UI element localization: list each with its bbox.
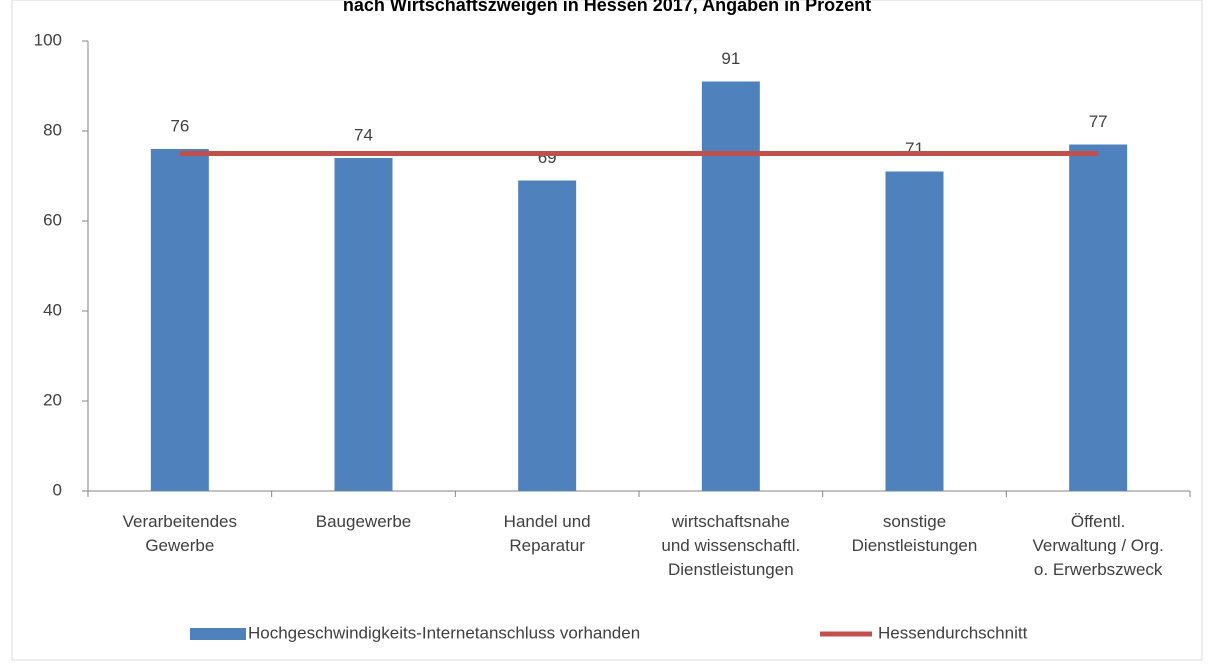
- data-label: 91: [721, 49, 740, 68]
- y-tick-label: 60: [43, 210, 62, 229]
- data-label: 74: [354, 125, 373, 144]
- data-label: 77: [1089, 112, 1108, 131]
- legend-label: Hessendurchschnitt: [878, 623, 1028, 642]
- x-tick-label: Handel und Reparatur: [504, 512, 591, 555]
- y-tick-label: 80: [43, 120, 62, 139]
- bar: [150, 149, 209, 491]
- x-tick-label: Baugewerbe: [316, 512, 411, 531]
- x-tick-label: Verarbeitendes Gewerbe: [123, 512, 237, 555]
- x-tick-label: sonstige Dienstleistungen: [852, 512, 978, 555]
- bar: [518, 180, 577, 491]
- y-tick-label: 40: [43, 300, 62, 319]
- y-tick-label: 20: [43, 390, 62, 409]
- legend-label: Hochgeschwindigkeits-Internetanschluss v…: [248, 623, 640, 642]
- data-label: 76: [170, 116, 189, 135]
- chart-title: nach Wirtschaftszweigen in Hessen 2017, …: [343, 0, 871, 15]
- bar: [885, 171, 944, 491]
- bar: [701, 81, 760, 491]
- x-tick-label: Öffentl. Verwaltung / Org. o. Erwerbszweck: [1032, 512, 1163, 579]
- data-label: 69: [538, 148, 557, 167]
- bar: [1069, 144, 1128, 491]
- chart-border: [11, 0, 1203, 661]
- legend-swatch: [190, 628, 246, 640]
- x-tick-label: wirtschaftsnahe und wissenschaftl. Dienstl…: [661, 512, 800, 579]
- y-tick-label: 0: [53, 480, 62, 499]
- y-tick-label: 100: [34, 30, 62, 49]
- bar: [334, 158, 393, 491]
